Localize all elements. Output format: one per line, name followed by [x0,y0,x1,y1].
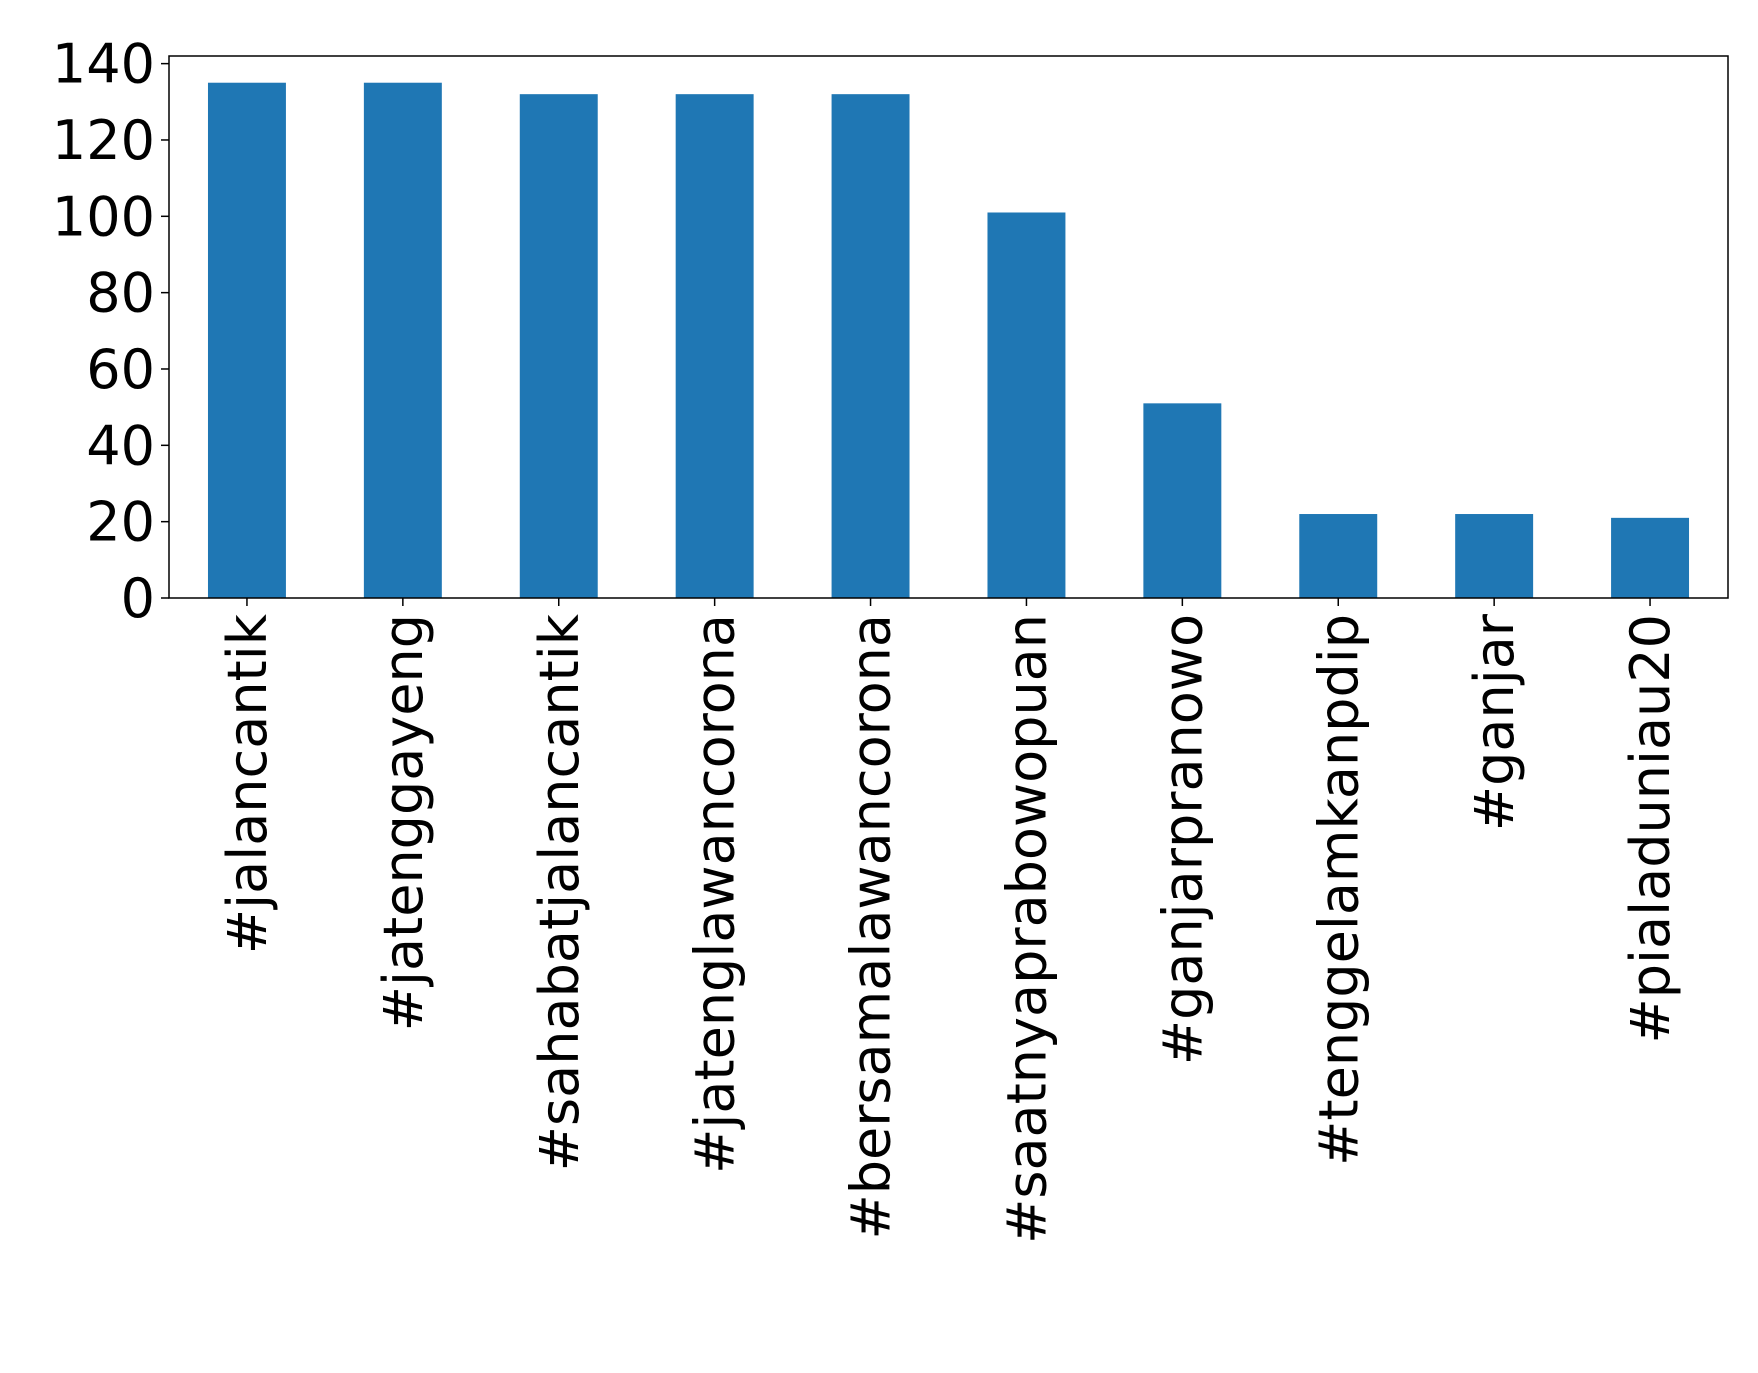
y-tick-label: 40 [86,414,155,477]
bar [519,94,598,599]
x-tick-label: #pialaduniau20 [1619,614,1682,1043]
y-tick-label: 100 [52,185,155,248]
bar [1143,403,1222,598]
bar [1299,514,1378,598]
y-tick-label: 20 [86,491,155,554]
bar [207,82,286,598]
bar [831,94,910,599]
bar [987,212,1066,598]
x-tick-label: #jalancantik [216,613,279,954]
x-tick-label: #jatenglawancorona [684,614,747,1174]
y-tick-label: 80 [86,262,155,325]
x-tick-label: #jatenggayeng [372,614,435,1031]
x-tick-label: #tenggelamkanpdip [1307,614,1370,1166]
y-tick-label: 0 [121,567,155,630]
x-tick-label: #ganjar [1463,613,1526,831]
bar [1611,517,1690,598]
x-tick-label: #sahabatjalancantik [528,613,591,1171]
plot-frame [168,55,1729,599]
y-tick-label: 120 [52,109,155,172]
bar [1455,514,1534,598]
x-tick-label: #saatnyaprabowopuan [995,614,1058,1244]
x-tick-label: #bersamalawancorona [840,614,903,1240]
bar [675,94,754,599]
bar [363,82,442,598]
y-tick-label: 60 [86,338,155,401]
x-tick-label: #ganjarpranowo [1151,614,1214,1065]
y-tick-label: 140 [52,33,155,96]
